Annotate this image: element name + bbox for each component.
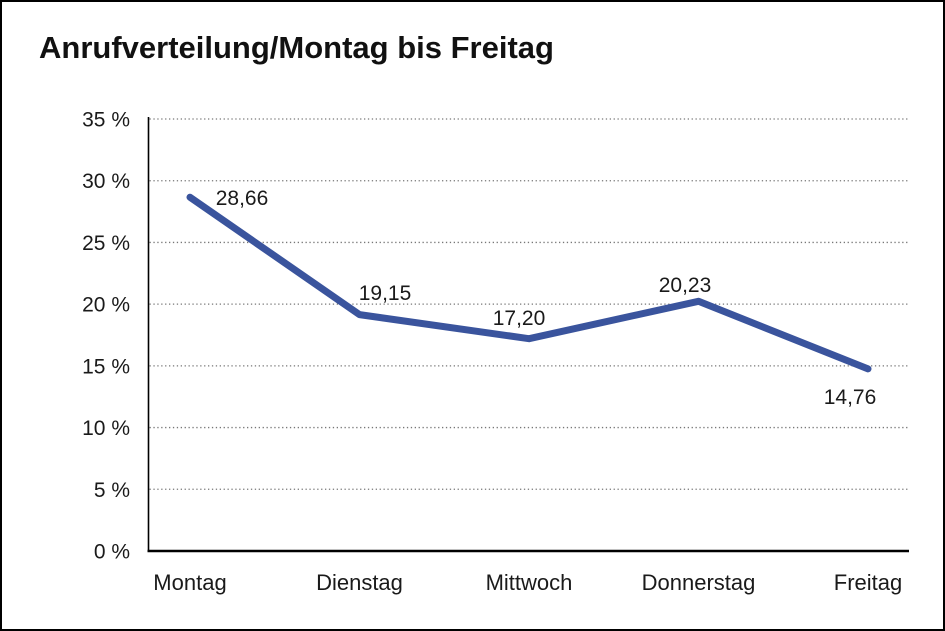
y-tick-label: 15 % [82, 355, 130, 378]
x-tick-label: Freitag [834, 570, 902, 595]
y-tick-label: 5 % [94, 479, 130, 502]
x-tick-label: Donnerstag [642, 570, 756, 595]
x-tick-label: Montag [153, 570, 226, 595]
y-tick-label: 20 % [82, 294, 130, 317]
y-tick-label: 30 % [82, 170, 130, 193]
y-tick-label: 25 % [82, 232, 130, 255]
x-tick-label: Mittwoch [486, 570, 573, 595]
value-label: 19,15 [359, 282, 412, 305]
value-label: 28,66 [216, 187, 269, 210]
value-label: 17,20 [493, 307, 546, 330]
y-tick-label: 35 % [82, 109, 130, 132]
chart-title: Anrufverteilung/Montag bis Freitag [39, 30, 554, 65]
x-tick-label: Dienstag [316, 570, 403, 595]
value-label: 14,76 [824, 386, 877, 409]
value-label: 20,23 [659, 274, 712, 297]
y-tick-label: 0 % [94, 541, 130, 564]
y-tick-label: 10 % [82, 417, 130, 440]
data-line [186, 193, 872, 373]
